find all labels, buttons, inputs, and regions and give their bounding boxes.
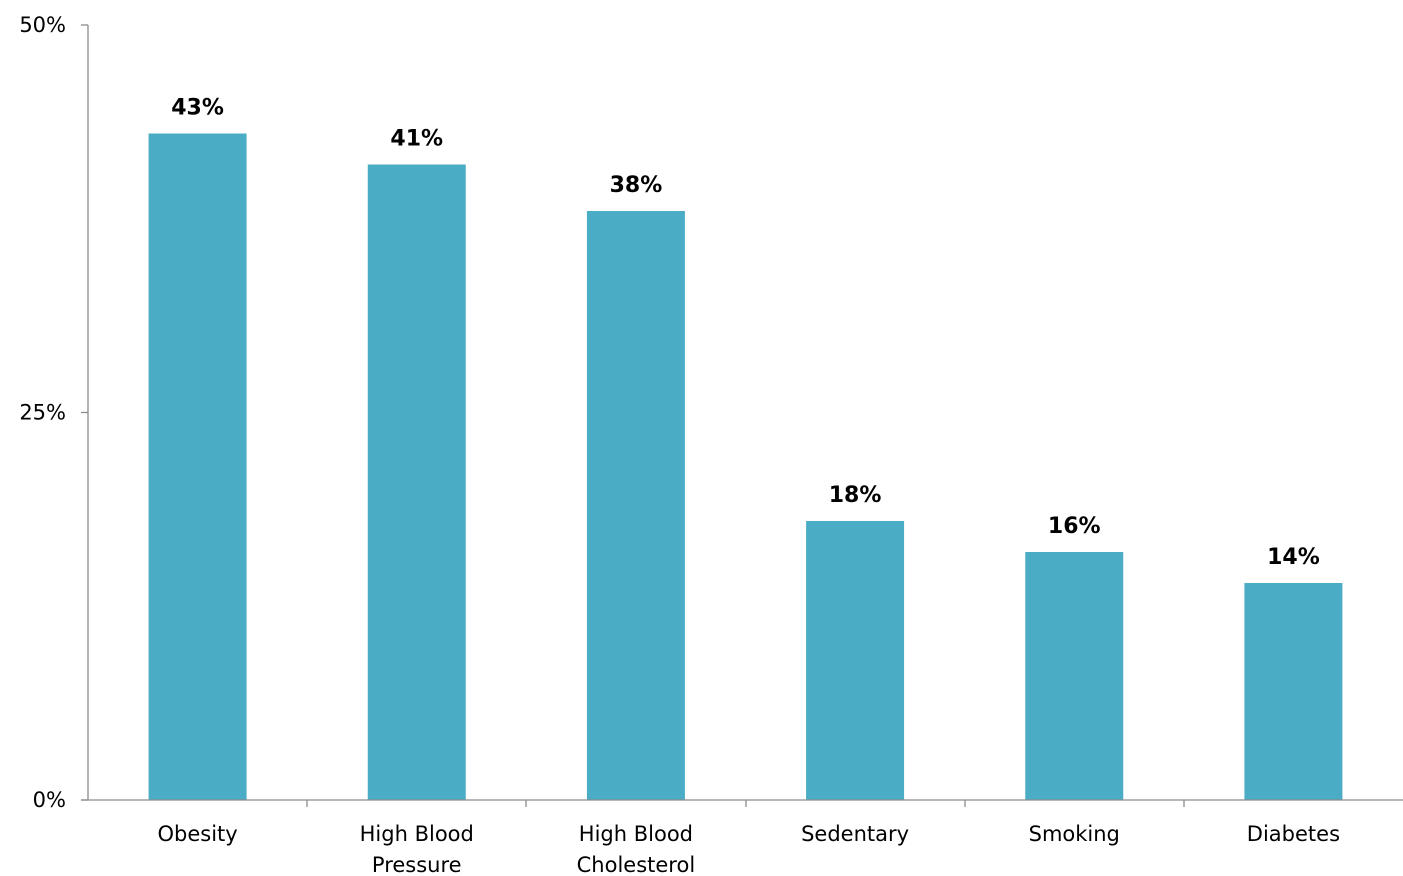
category-label: High Blood Pressure (360, 822, 474, 876)
bar (1244, 583, 1343, 800)
category-label: Obesity (157, 822, 237, 846)
y-tick-label: 0% (33, 788, 66, 812)
data-labels-layer: 43% 41% 38% 18% 16% 14% (171, 96, 1320, 571)
category-label: High Blood Cholesterol (577, 822, 696, 876)
category-label-line: High Blood (360, 822, 474, 846)
category-label-line: Obesity (157, 822, 237, 846)
category-label-line: Sedentary (801, 822, 909, 846)
bar (806, 521, 905, 800)
data-label: 38% (610, 173, 663, 198)
category-label: Smoking (1029, 822, 1120, 846)
data-label: 43% (171, 96, 224, 121)
data-label: 16% (1048, 514, 1101, 539)
data-label: 41% (390, 127, 443, 152)
category-label-line: Pressure (372, 853, 462, 876)
bars-layer (148, 133, 1343, 800)
category-label: Diabetes (1247, 822, 1340, 846)
bar (1025, 552, 1124, 800)
category-label-line: Diabetes (1247, 822, 1340, 846)
bar (586, 211, 685, 800)
data-label: 14% (1267, 545, 1320, 570)
category-label-line: High Blood (579, 822, 693, 846)
y-tick-label: 25% (19, 401, 66, 425)
bar (367, 164, 466, 800)
category-label-line: Cholesterol (577, 853, 696, 876)
data-label: 18% (829, 483, 882, 508)
category-label-line: Smoking (1029, 822, 1120, 846)
bar (148, 133, 247, 800)
y-tick-label: 50% (19, 13, 66, 37)
category-label: Sedentary (801, 822, 909, 846)
